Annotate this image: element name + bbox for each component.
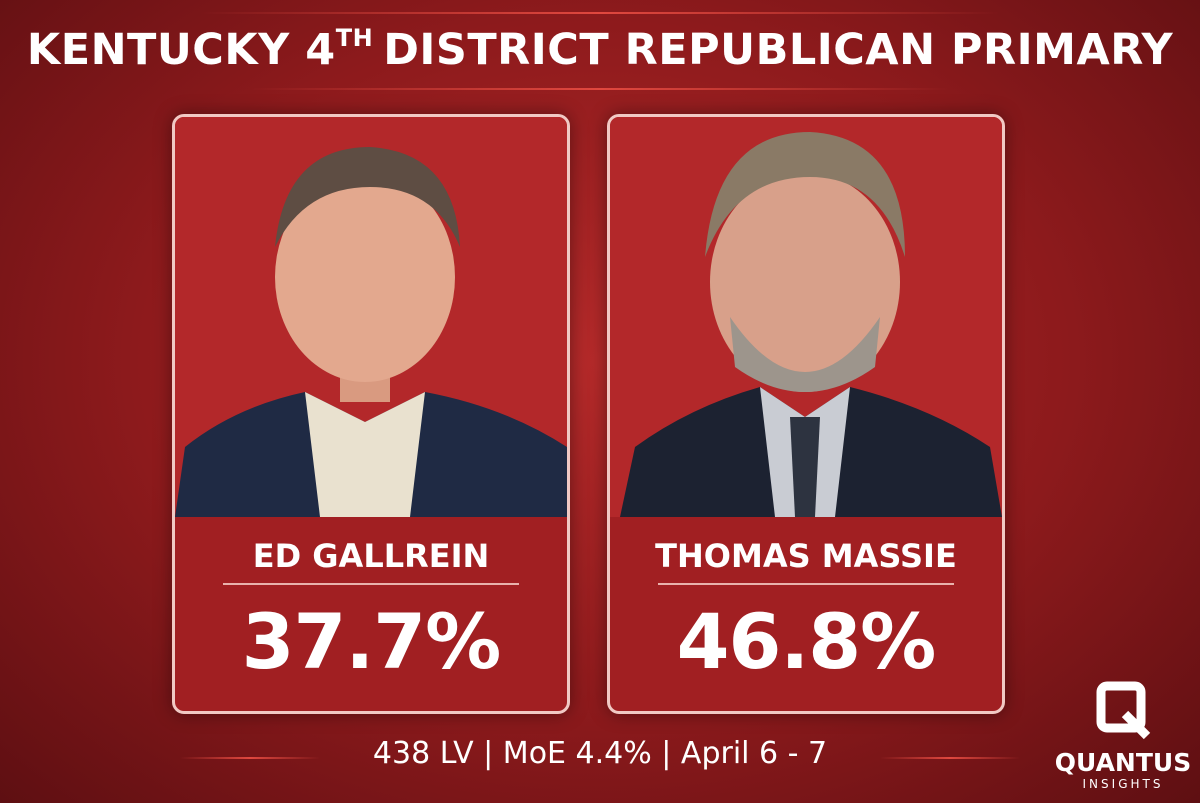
decor-rule	[880, 757, 1020, 759]
decor-rule	[200, 12, 1000, 14]
candidate-name: ED GALLREIN	[252, 537, 490, 575]
logo-mark	[1096, 681, 1151, 740]
candidate-photo	[175, 117, 567, 517]
vote-share: 46.8%	[676, 597, 937, 686]
title-main: KENTUCKY 4	[26, 25, 336, 75]
vote-share: 37.7%	[241, 597, 502, 686]
candidate-card: ED GALLREIN 37.7%	[172, 114, 570, 714]
candidate-name: THOMAS MASSIE	[655, 537, 957, 575]
candidate-card: THOMAS MASSIE 46.8%	[607, 114, 1005, 714]
decor-rule	[180, 757, 320, 759]
logo-tagline: INSIGHTS	[1082, 777, 1164, 791]
title: KENTUCKY 4TH DISTRICT REPUBLICAN PRIMARY	[0, 24, 1200, 75]
decor-rule	[250, 88, 950, 90]
logo: QUANTUS INSIGHTS	[1048, 680, 1198, 791]
poll-details: 438 LV | MoE 4.4% | April 6 - 7	[372, 736, 828, 771]
divider	[658, 583, 954, 585]
divider	[223, 583, 519, 585]
logo-name: QUANTUS	[1054, 748, 1192, 777]
title-superscript: TH	[335, 24, 374, 52]
title-rest: DISTRICT REPUBLICAN PRIMARY	[383, 25, 1174, 75]
candidate-photo	[610, 117, 1002, 517]
